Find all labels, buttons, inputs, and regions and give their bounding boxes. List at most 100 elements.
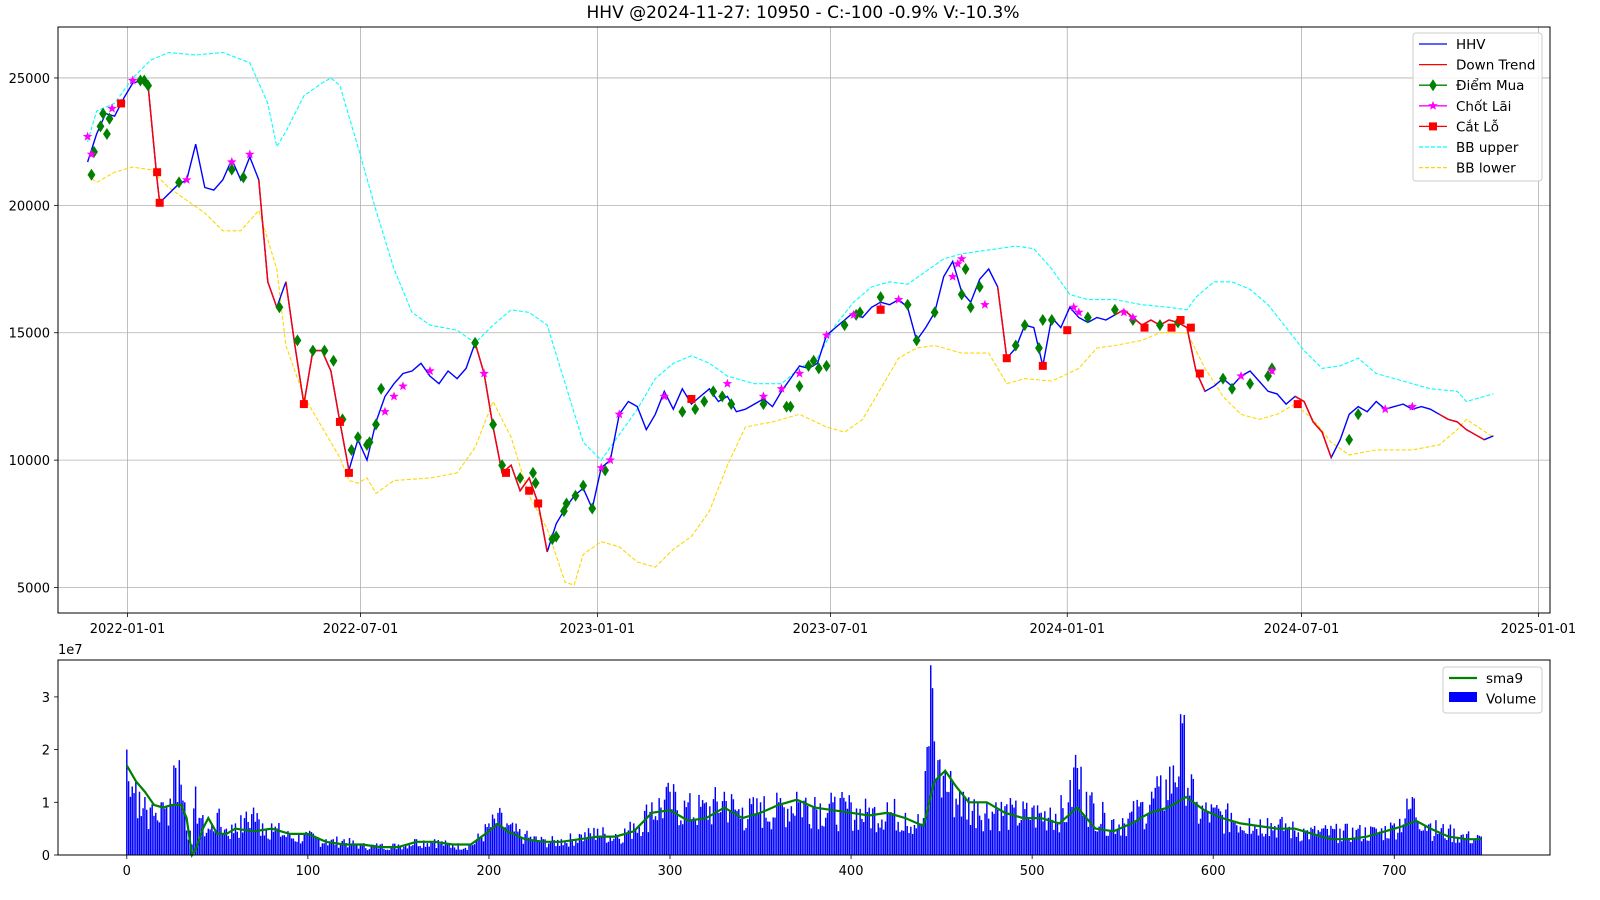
buy-marker xyxy=(786,400,795,413)
volume-bar xyxy=(1304,830,1307,855)
volume-bar xyxy=(1069,780,1071,855)
volume-bar xyxy=(1236,825,1238,855)
volume-bar xyxy=(1449,824,1452,855)
volume-bar xyxy=(705,802,707,855)
volume-bar xyxy=(964,796,966,855)
volume-bar xyxy=(1134,822,1137,855)
volume-bar xyxy=(129,796,132,855)
volume-bar xyxy=(658,798,660,855)
volume-bar xyxy=(386,849,389,855)
volume-bar xyxy=(598,836,601,855)
volume-bar xyxy=(337,847,340,855)
take-profit-marker xyxy=(1407,401,1417,411)
volume-bar xyxy=(1444,838,1446,855)
volume-bar xyxy=(1357,828,1359,855)
volume-bar xyxy=(555,846,557,855)
volume-bar xyxy=(727,822,729,855)
volume-bar xyxy=(1409,808,1412,855)
take-profit-marker xyxy=(614,409,624,419)
volume-bar xyxy=(752,797,755,855)
volume-bar xyxy=(691,820,693,855)
volume-bar xyxy=(859,808,861,855)
volume-bar xyxy=(1380,828,1383,855)
volume-bar xyxy=(906,825,908,855)
volume-bar xyxy=(1362,838,1365,855)
volume-axes: 0 1 2 3 0 100 200 300 400 500 600 700 1e7 sma9 Volume xyxy=(42,643,1551,879)
volume-bar xyxy=(1283,830,1285,855)
volume-bar xyxy=(1460,834,1463,855)
volume-bar xyxy=(566,843,568,855)
take-profit-marker xyxy=(389,391,399,401)
volume-bar xyxy=(569,833,572,855)
volume-y-tick-label: 1 xyxy=(42,796,50,811)
take-profit-marker xyxy=(86,149,97,159)
volume-bar xyxy=(926,746,928,855)
volume-bar xyxy=(361,844,363,855)
legend-label: Chốt Lãi xyxy=(1456,98,1511,115)
volume-scale-label: 1e7 xyxy=(58,643,83,658)
stop-loss-marker xyxy=(1293,400,1302,409)
take-profit-marker xyxy=(776,383,787,393)
buy-marker xyxy=(700,395,709,408)
volume-bar xyxy=(662,818,664,855)
buy-marker xyxy=(365,436,374,449)
volume-bar xyxy=(1418,829,1421,855)
volume-bar xyxy=(218,808,220,855)
volume-bar xyxy=(374,845,376,855)
volume-bar xyxy=(855,808,858,855)
volume-bar xyxy=(931,688,934,855)
volume-bar xyxy=(533,836,535,855)
volume-bar xyxy=(765,817,767,855)
volume-bar xyxy=(281,835,284,855)
volume-bar xyxy=(1263,836,1265,855)
volume-bar xyxy=(553,840,555,855)
buy-marker xyxy=(529,466,537,479)
stop-loss-marker xyxy=(344,468,353,477)
volume-bar xyxy=(136,818,139,855)
volume-bar xyxy=(1060,795,1062,855)
volume-bar xyxy=(1255,828,1258,855)
volume-bar xyxy=(1172,765,1175,855)
buy-marker xyxy=(678,405,687,418)
volume-bar xyxy=(991,811,994,855)
volume-bar xyxy=(325,839,327,855)
volume-bar xyxy=(524,833,526,855)
volume-bar xyxy=(484,824,487,855)
volume-bar xyxy=(375,843,378,855)
volume-bar xyxy=(738,809,740,855)
volume-bar xyxy=(830,792,832,855)
volume-bar xyxy=(1042,821,1044,855)
volume-bar xyxy=(1341,841,1343,855)
volume-bar xyxy=(723,791,726,855)
volume-bar xyxy=(1464,838,1466,855)
buy-marker xyxy=(354,431,362,444)
volume-bar xyxy=(1424,825,1426,855)
volume-bar xyxy=(557,839,559,855)
volume-bar xyxy=(977,802,979,855)
volume-bar xyxy=(488,823,490,855)
volume-bar xyxy=(1158,786,1160,855)
buy-marker xyxy=(293,334,302,347)
volume-bar xyxy=(395,849,398,855)
volume-bar xyxy=(245,811,248,855)
volume-bar xyxy=(622,842,624,855)
volume-bar xyxy=(901,830,903,855)
volume-bar xyxy=(243,818,246,855)
volume-bar xyxy=(156,820,159,855)
volume-bar xyxy=(1243,830,1245,855)
volume-bar xyxy=(223,829,226,855)
volume-bar xyxy=(1373,827,1376,855)
volume-bar xyxy=(1132,801,1135,855)
volume-bar xyxy=(933,741,936,855)
volume-bar xyxy=(145,809,148,855)
volume-bar xyxy=(1004,806,1006,855)
volume-bar xyxy=(767,821,769,855)
volume-bar xyxy=(267,838,269,855)
volume-bar xyxy=(884,821,887,855)
volume-bar xyxy=(1348,837,1350,855)
volume-bar xyxy=(229,838,231,855)
volume-bar xyxy=(1176,787,1178,855)
volume-bar xyxy=(1118,824,1120,855)
volume-bar xyxy=(169,798,171,855)
volume-bar xyxy=(685,807,688,855)
